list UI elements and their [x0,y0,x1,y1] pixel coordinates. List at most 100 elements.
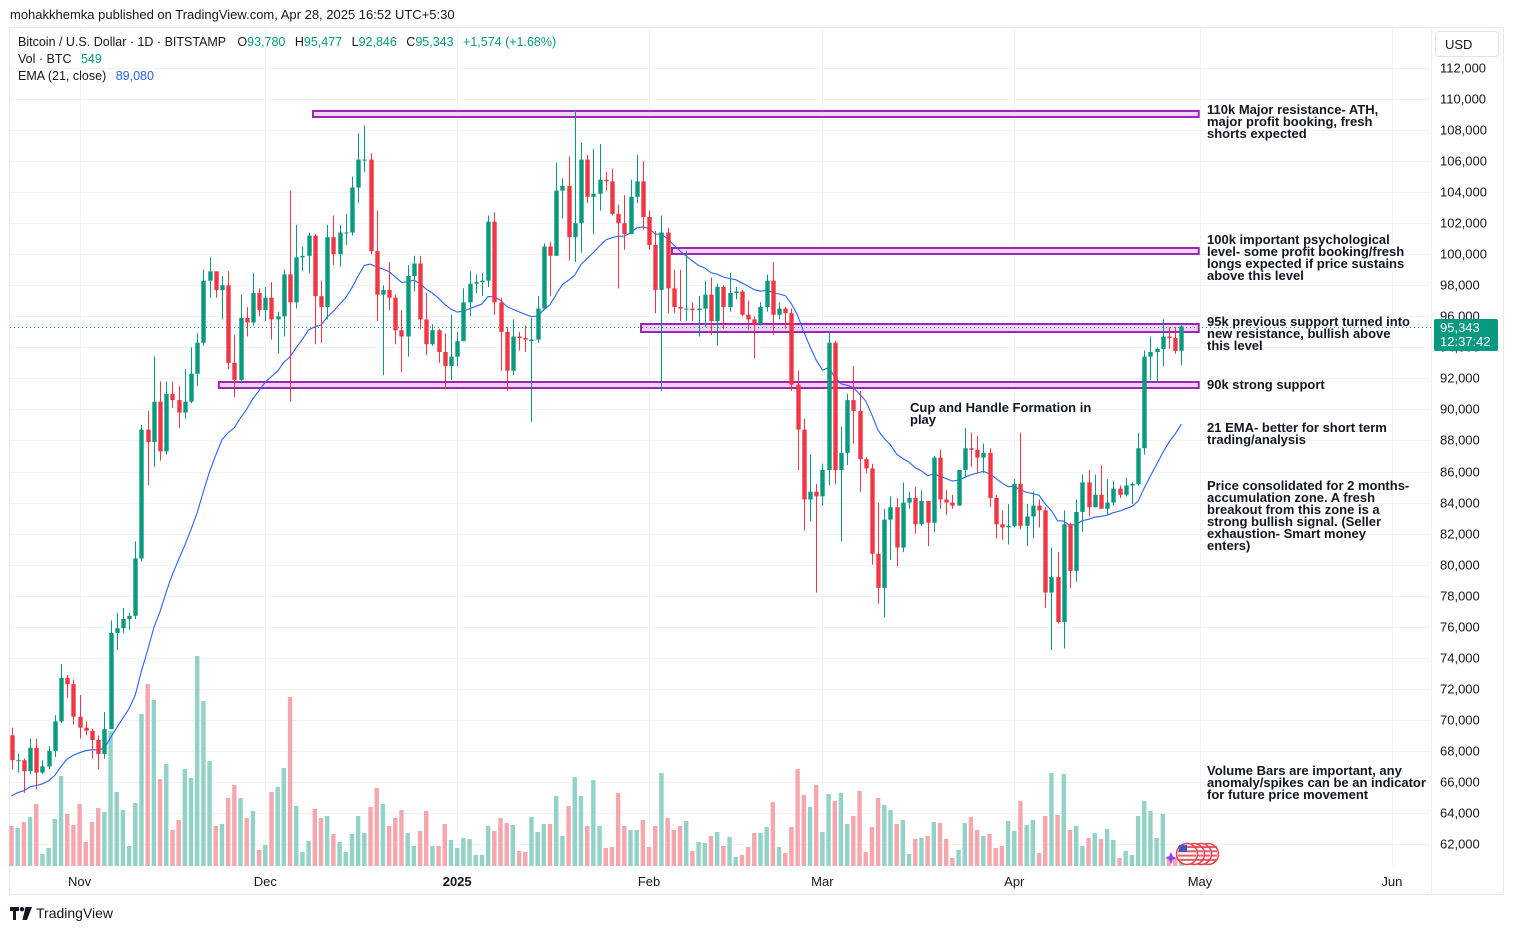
volume-bar [764,827,769,866]
candle [666,227,671,314]
candle [257,288,262,317]
candle [728,272,733,312]
candle [1173,327,1178,354]
candle [969,432,974,467]
candle [1099,465,1104,509]
currency-button[interactable]: USD [1435,31,1499,57]
volume-label[interactable]: Vol · BTC [18,52,72,66]
candle [127,612,132,630]
candle [548,241,553,297]
candle [486,215,491,287]
candle [888,496,893,560]
volume-bar [430,846,435,866]
volume-bar [795,769,800,866]
candle [269,282,274,340]
candle [195,333,200,387]
volume-bar [1061,774,1066,866]
volume-bar [950,858,955,866]
candle [629,179,634,235]
economic-events-icon[interactable] [1165,842,1220,866]
ema-21-line[interactable] [11,226,1182,797]
candle [1087,469,1092,517]
price-tick-label: 70,000 [1440,712,1480,728]
open-label: O [237,35,248,49]
candle [499,297,504,371]
price-tick-label: 68,000 [1440,743,1480,759]
volume-bar [789,827,794,866]
volume-bar [263,845,268,866]
volume-bar [294,806,299,866]
volume-bar [634,830,639,866]
candle [406,265,411,357]
zone-95k[interactable] [640,323,1200,333]
candle [455,331,460,366]
price-tick-label: 108,000 [1440,122,1487,138]
candle [1179,324,1184,366]
volume-bar [250,811,256,866]
legend-symbol-row: Bitcoin / U.S. Dollar · 1D · BITSTAMP O 9… [18,35,556,49]
candle [1043,507,1048,609]
volume-bar [399,810,404,866]
volume-bar [999,846,1005,866]
candle [1105,479,1110,515]
ema-label[interactable]: EMA (21, close) [18,69,107,83]
symbol-title[interactable]: Bitcoin / U.S. Dollar · 1D · BITSTAMP [18,35,226,49]
volume-bar [374,788,379,866]
volume-bar [1123,851,1128,866]
zone-90k[interactable] [217,381,1200,390]
candle [591,148,596,235]
volume-bar [58,776,64,866]
candle [387,262,392,311]
candle [734,286,739,300]
candle [814,483,819,593]
zone-110k[interactable] [311,110,1200,118]
high-value: 95,477 [303,35,343,49]
price-tick-label: 100,000 [1440,246,1487,262]
volume-bar [219,824,225,866]
candle [164,381,169,455]
tradingview-brand[interactable]: TradingView [10,905,113,921]
volume-bar [318,818,324,866]
volume-bar [225,798,231,866]
candle [932,456,937,533]
candle [40,760,45,775]
time-tick-label: May [1187,874,1213,889]
volume-bar [139,714,144,866]
volume-bar [919,838,924,866]
candle [381,285,386,376]
candle [858,390,863,492]
price-tick-label: 80,000 [1440,557,1480,573]
volume-bar [15,828,20,866]
candle [1111,480,1116,506]
price-tick-label: 82,000 [1440,526,1480,542]
price-zones[interactable] [217,110,1200,390]
volume-bar [120,810,126,866]
candle [282,269,287,337]
volume-bar [529,817,534,866]
candle [158,381,163,461]
volume-bar [516,851,522,866]
price-tick-label: 66,000 [1440,774,1480,790]
candle [523,325,528,353]
candle [529,317,534,422]
candle [1012,479,1017,528]
volume-bar [1036,853,1042,866]
volume-bar [46,848,51,866]
candle [84,721,89,736]
candle [709,277,714,335]
zone-100k[interactable] [670,247,1200,256]
volume-bar [1135,816,1141,866]
candle [610,168,615,216]
time-tick-label: Apr [1004,874,1025,889]
volume-bar [232,785,237,866]
candle [1056,552,1061,624]
candle [715,283,720,346]
bar-countdown: 12:37:42 [1440,334,1491,349]
volume-bar [937,823,943,866]
volume-bar [287,697,293,866]
volume-bar [714,832,720,866]
volume-bar [1012,831,1017,866]
volume-bar [882,805,887,866]
volume-bar [492,831,497,866]
